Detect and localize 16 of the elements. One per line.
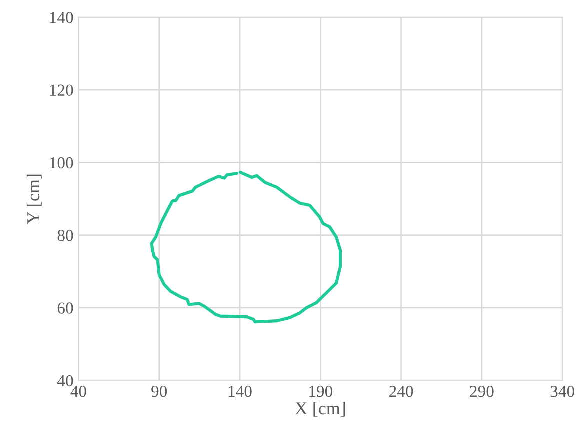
x-tick-label: 240 — [390, 386, 414, 398]
x-tick-label: 190 — [310, 386, 333, 398]
x-tick-label: 90 — [152, 386, 168, 398]
y-tick-label: 100 — [50, 157, 74, 169]
y-tick-label: 140 — [50, 12, 74, 24]
x-axis-title: X [cm] — [295, 402, 346, 417]
x-tick-label: 340 — [550, 386, 574, 398]
y-axis-title: Y [cm] — [26, 174, 42, 224]
line-series — [150, 170, 342, 324]
y-tick-label: 120 — [50, 84, 74, 96]
x-tick-label: 40 — [70, 386, 86, 398]
y-tick-label: 40 — [58, 375, 74, 387]
y-tick-label: 80 — [58, 230, 74, 242]
x-tick-label: 140 — [228, 386, 252, 398]
y-tick-label: 60 — [58, 302, 74, 314]
x-tick-label: 290 — [470, 386, 494, 398]
